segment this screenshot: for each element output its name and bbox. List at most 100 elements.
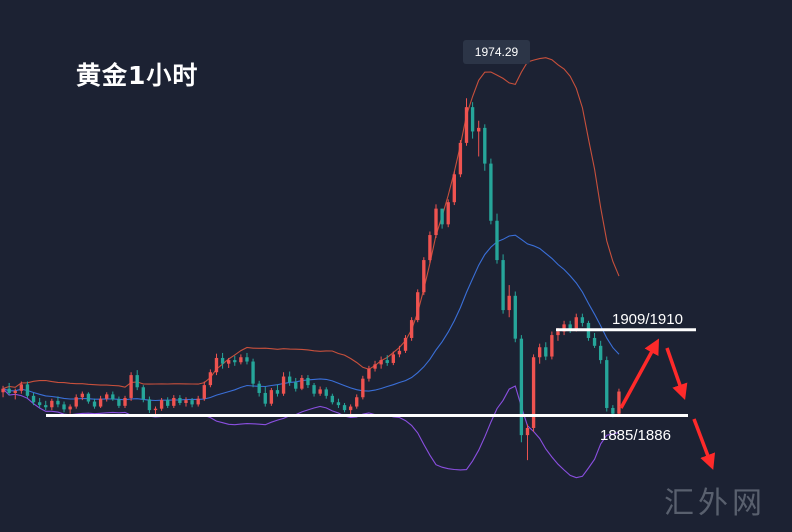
candle-body xyxy=(287,376,292,383)
candle-body xyxy=(525,427,530,436)
candle-body xyxy=(153,408,158,411)
candle-body xyxy=(44,405,48,408)
candle-body xyxy=(489,163,493,221)
candle-body xyxy=(86,393,91,402)
candle-body xyxy=(464,107,469,143)
candle-body xyxy=(495,220,499,261)
candle-body xyxy=(50,400,54,408)
candle-body xyxy=(556,331,560,336)
candle-body xyxy=(251,361,255,384)
candle-body xyxy=(184,400,188,403)
peak-price-label: 1974.29 xyxy=(463,40,530,64)
candle-body xyxy=(409,320,414,338)
candle-body xyxy=(214,357,219,373)
candle-body xyxy=(56,400,60,405)
forecast-arrow xyxy=(619,338,660,409)
candle-body xyxy=(123,397,127,406)
candle-body xyxy=(330,395,335,403)
candle-body xyxy=(257,383,261,393)
candle-body xyxy=(178,397,182,403)
candle-body xyxy=(544,347,548,357)
candle-body xyxy=(245,357,249,362)
candle-body xyxy=(458,142,463,175)
candle-body xyxy=(397,350,402,355)
candle-body xyxy=(31,395,36,403)
candle-body xyxy=(318,389,322,394)
chart-title: 黄金1小时 xyxy=(76,61,199,90)
candle-body xyxy=(403,337,408,351)
candle-body xyxy=(336,402,341,406)
candle-body xyxy=(190,400,194,405)
candle-body xyxy=(568,324,572,330)
candle-body xyxy=(483,127,487,164)
candle-body xyxy=(306,377,310,386)
candle-body xyxy=(62,404,66,410)
candle-body xyxy=(166,400,170,406)
candle-body xyxy=(312,385,316,394)
candle-body xyxy=(355,397,359,407)
candle-body xyxy=(7,388,11,393)
candle-body xyxy=(37,402,42,406)
candle-body xyxy=(202,385,206,399)
forecast-arrow xyxy=(665,347,688,400)
candle-body xyxy=(513,295,517,339)
candle-body xyxy=(226,360,231,364)
candle-body xyxy=(111,394,115,400)
candle-body xyxy=(135,375,139,388)
candle-body xyxy=(580,317,585,323)
candle-body xyxy=(324,389,328,396)
candle-body xyxy=(562,324,566,332)
candle-body xyxy=(434,208,438,236)
candle-body xyxy=(281,376,286,394)
candle-body xyxy=(74,397,78,407)
candle-body xyxy=(1,388,5,393)
candle-body xyxy=(98,398,103,407)
resistance-label: 1909/1910 xyxy=(612,311,683,328)
middle-band-line xyxy=(2,234,620,402)
candle-body xyxy=(105,394,109,399)
candle-body xyxy=(477,127,481,132)
candle-body xyxy=(611,407,615,414)
candle-body xyxy=(373,364,377,369)
candle-body xyxy=(208,372,213,386)
candle-body xyxy=(348,406,353,411)
candle-body xyxy=(263,392,267,404)
candle-body xyxy=(159,400,164,409)
candle-body xyxy=(605,360,609,408)
candle-body xyxy=(550,335,554,357)
candle-body xyxy=(531,357,536,428)
candle-body xyxy=(391,354,396,363)
candle-body xyxy=(470,107,475,132)
candle-body xyxy=(574,317,578,330)
candle-body xyxy=(361,378,365,398)
forecast-arrow xyxy=(692,418,716,470)
candle-body xyxy=(19,384,24,391)
candle-body xyxy=(172,397,176,406)
candle-body xyxy=(537,347,542,358)
candle-body xyxy=(269,390,274,404)
candle-body xyxy=(507,295,511,311)
support-label: 1885/1886 xyxy=(600,427,671,444)
candle-body xyxy=(300,377,304,389)
candle-body xyxy=(440,208,444,225)
candle-body xyxy=(141,387,145,400)
candle-body xyxy=(428,235,432,261)
candle-body xyxy=(25,384,30,396)
candle-body xyxy=(239,357,243,363)
candle-body xyxy=(379,360,383,365)
candle-body xyxy=(422,260,426,293)
candle-body xyxy=(452,174,456,203)
candle-body xyxy=(196,398,200,405)
candle-body xyxy=(220,357,225,364)
candle-body xyxy=(117,399,121,406)
candle-body xyxy=(13,390,17,393)
watermark: 汇外网 xyxy=(664,486,766,521)
candle-body xyxy=(275,390,280,394)
candle-body xyxy=(446,202,450,225)
candle-body xyxy=(294,382,298,389)
candle-body xyxy=(385,360,389,363)
candle-body xyxy=(416,292,420,321)
candle-body xyxy=(80,393,85,398)
